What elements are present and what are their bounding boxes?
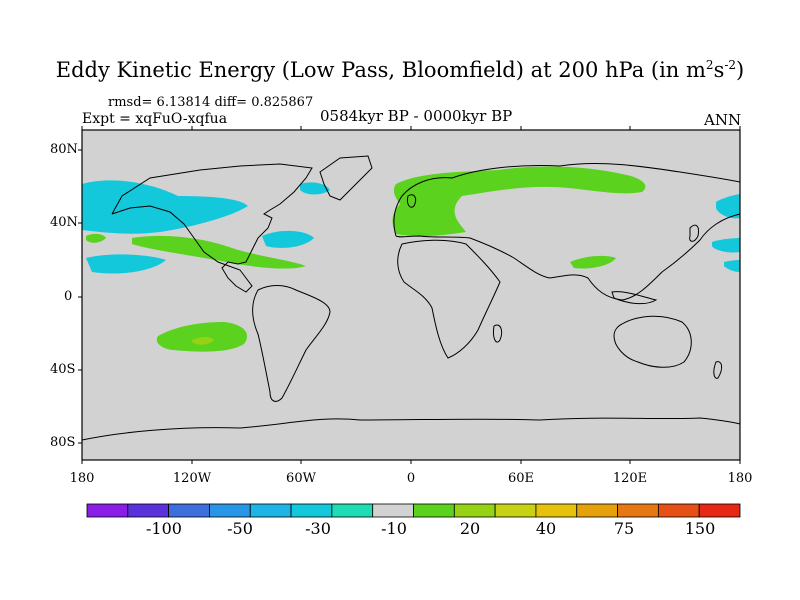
lat-label: 40N <box>50 215 78 230</box>
colorbar-swatch <box>535 503 578 518</box>
lon-label: 0 <box>406 471 416 486</box>
lon-label: 120W <box>172 471 212 486</box>
lon-label: 120E <box>612 471 648 486</box>
colorbar-swatch <box>331 503 374 518</box>
period-label: 0584kyr BP - 0000kyr BP <box>320 107 513 125</box>
coast-north-america <box>111 163 313 293</box>
colorbar-label: 150 <box>684 519 716 538</box>
lat-label: 0 <box>64 289 73 304</box>
coast-uk <box>407 194 417 208</box>
negative-region <box>82 180 248 234</box>
colorbar-swatch <box>86 503 129 518</box>
colorbar-swatch <box>249 503 292 518</box>
colorbar-swatch <box>617 503 659 518</box>
colorbar-label: 75 <box>613 519 635 538</box>
colorbar-swatch <box>453 503 496 518</box>
colorbar-swatch <box>698 503 741 518</box>
colorbar-swatch <box>576 503 618 518</box>
positive-region <box>570 255 616 269</box>
positive-region <box>86 233 106 243</box>
colorbar-label: -30 <box>305 519 331 538</box>
coast-south-america <box>252 285 331 402</box>
coast-indonesia <box>611 291 658 305</box>
map-ticks <box>78 126 741 464</box>
positive-region <box>192 337 214 345</box>
colorbar-label: -10 <box>381 519 407 538</box>
negative-region <box>300 182 330 195</box>
coast-africa <box>397 239 501 359</box>
season-label: ANN <box>704 111 742 129</box>
colorbar-label: -50 <box>227 519 253 538</box>
stats-text: rmsd= 6.13814 diff= 0.825867 <box>108 95 314 110</box>
colorbar-swatch <box>372 503 414 518</box>
colorbar-swatch <box>413 503 455 518</box>
positive-region <box>392 166 646 237</box>
colorbar-swatch <box>657 503 700 518</box>
lon-label: 60W <box>286 471 316 486</box>
colorbar <box>86 503 741 518</box>
negative-region <box>724 260 740 272</box>
positive-region <box>156 322 248 352</box>
coast-europe-asia <box>393 163 741 301</box>
experiment-label: Expt = xqFuO-xqfua <box>82 111 228 127</box>
positive-region <box>132 235 306 269</box>
coast-australia <box>613 315 692 368</box>
coast-greenland <box>319 155 373 201</box>
colorbar-swatch <box>209 503 251 518</box>
negative-region <box>86 254 166 274</box>
colorbar-swatch <box>494 503 537 518</box>
colorbar-label: 20 <box>459 519 481 538</box>
coast-madagascar <box>493 324 503 343</box>
map-title: Eddy Kinetic Energy (Low Pass, Bloomfiel… <box>55 58 745 82</box>
coastlines <box>81 155 741 441</box>
lat-label: 80S <box>50 435 76 450</box>
coast-antarctica <box>81 417 741 441</box>
lon-label: 180 <box>727 471 753 486</box>
lat-label: 40S <box>50 362 76 377</box>
negative-region <box>716 194 740 219</box>
negative-region <box>712 238 740 253</box>
negative-region <box>262 230 314 248</box>
colorbar-swatch <box>127 503 170 518</box>
lon-label: 180 <box>69 471 95 486</box>
lon-label: 60E <box>507 471 535 486</box>
coast-japan <box>689 224 699 242</box>
colorbar-swatch <box>168 503 210 518</box>
colorbar-swatch <box>290 503 333 518</box>
coast-new-zealand <box>713 361 723 379</box>
colorbar-label: 40 <box>535 519 557 538</box>
lat-label: 80N <box>50 142 78 157</box>
anomaly-fields <box>82 166 740 352</box>
colorbar-label: -100 <box>146 519 182 538</box>
